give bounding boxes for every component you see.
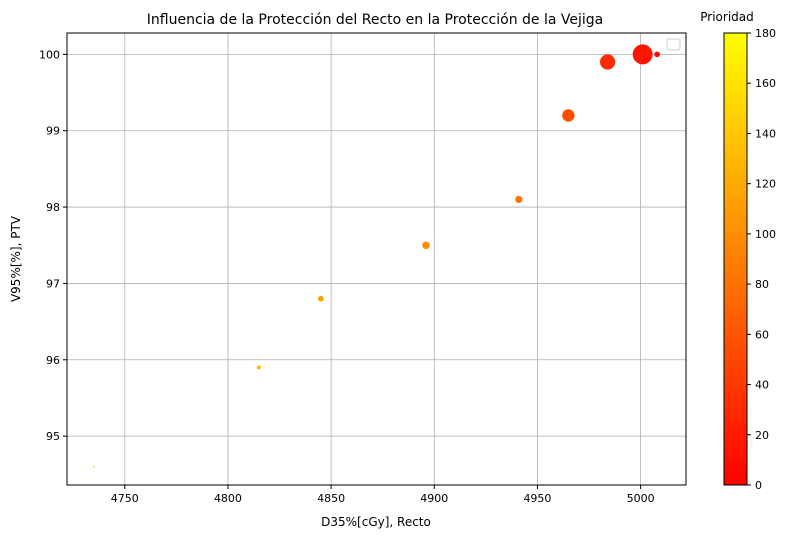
y-tick-label: 97 (46, 277, 60, 290)
colorbar-tick-label: 20 (755, 429, 769, 442)
data-point (599, 54, 616, 70)
colorbar-tick-label: 0 (755, 479, 762, 492)
data-points (92, 44, 660, 468)
grid (67, 33, 686, 485)
plot-frame (66, 32, 687, 486)
colorbar (723, 32, 748, 486)
colorbar-tick-label: 140 (755, 127, 776, 140)
data-point (92, 465, 95, 468)
x-tick-label: 4750 (111, 492, 139, 505)
y-tick-label: 95 (46, 430, 60, 443)
legend-box (666, 38, 681, 51)
data-point (632, 44, 653, 65)
y-tick-label: 99 (46, 125, 60, 138)
x-tick-label: 4850 (317, 492, 345, 505)
y-axis: 95 96 97 98 99 100 (39, 48, 67, 443)
x-axis-label: D35%[cGy], Recto (321, 515, 431, 529)
x-tick-label: 4800 (214, 492, 242, 505)
colorbar-tick-label: 180 (755, 27, 776, 40)
x-axis: 4750 4800 4850 4900 4950 5000 (111, 485, 655, 505)
colorbar-tick-label: 60 (755, 328, 769, 341)
colorbar-tick-label: 40 (755, 379, 769, 392)
data-point (654, 51, 660, 58)
data-point (515, 195, 523, 204)
colorbar-tick-label: 120 (755, 178, 776, 191)
data-point (562, 109, 575, 122)
colorbar-tick-label: 160 (755, 77, 776, 90)
colorbar-ticks: 0 20 40 60 80 100 120 140 160 180 (747, 27, 776, 492)
colorbar-tick-label: 100 (755, 228, 776, 241)
data-point (422, 241, 430, 250)
data-point (317, 295, 324, 302)
x-tick-label: 5000 (627, 492, 655, 505)
y-tick-label: 96 (46, 354, 60, 367)
colorbar-label: Prioridad (700, 10, 754, 24)
y-tick-label: 98 (46, 201, 60, 214)
x-tick-label: 4950 (523, 492, 551, 505)
y-tick-label: 100 (39, 48, 60, 61)
y-axis-label: V95%[%], PTV (9, 215, 23, 302)
chart-title: Influencia de la Protección del Recto en… (147, 12, 603, 28)
colorbar-tick-label: 80 (755, 278, 769, 291)
data-point (256, 365, 261, 370)
x-tick-label: 4900 (420, 492, 448, 505)
